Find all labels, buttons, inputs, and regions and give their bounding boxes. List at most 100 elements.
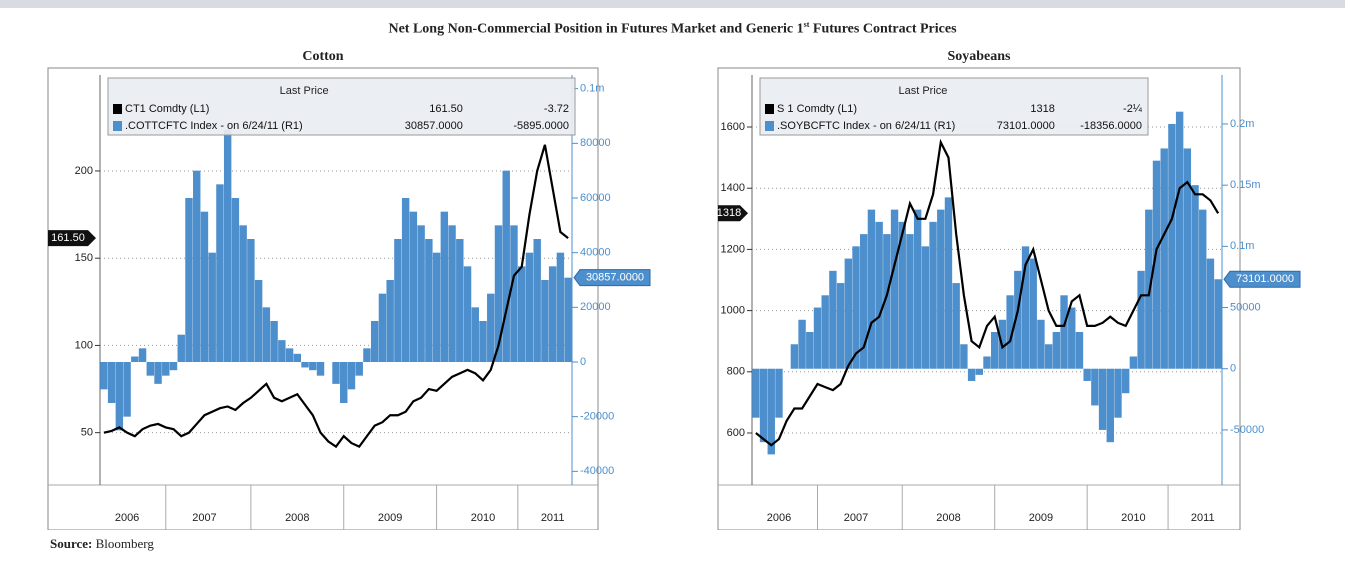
- source: Source: Bloomberg: [50, 536, 154, 552]
- x-tick-label: 2006: [767, 512, 791, 524]
- bar: [247, 239, 255, 362]
- bar: [448, 225, 456, 362]
- bar: [262, 307, 271, 362]
- last-value-tag: [718, 205, 748, 222]
- bar: [278, 340, 286, 362]
- bar: [1044, 344, 1053, 369]
- bar: [154, 362, 162, 384]
- chart-title: Cotton: [302, 49, 343, 64]
- bar: [844, 258, 853, 369]
- bar: [852, 246, 860, 369]
- legend-last: 1318: [1030, 103, 1054, 115]
- bar: [883, 234, 891, 369]
- last-value-tag-label: 1318: [717, 207, 741, 219]
- legend-name: .COTTCFTC Index - on 6/24/11 (R1): [125, 120, 303, 132]
- y2-tick-label: 0.2m: [1230, 118, 1254, 130]
- y-tick-label: 800: [727, 366, 745, 378]
- x-tick-label: 2011: [541, 512, 565, 524]
- bar: [417, 225, 425, 362]
- bar: [177, 334, 185, 362]
- bar: [860, 234, 868, 369]
- y2-tick-label: 0: [1230, 363, 1236, 375]
- bar: [1191, 185, 1199, 369]
- bar: [1106, 368, 1114, 443]
- title-sup: st: [803, 20, 810, 29]
- bar: [1183, 148, 1192, 369]
- bar: [1083, 368, 1091, 381]
- bar: [1075, 332, 1084, 369]
- y-tick-label: 600: [727, 427, 745, 439]
- bar: [370, 321, 379, 362]
- bar: [216, 184, 224, 362]
- bar: [425, 239, 433, 362]
- source-label: Source:: [50, 536, 93, 551]
- bar: [890, 209, 899, 369]
- last-value-tag: [573, 269, 651, 287]
- bar: [1152, 160, 1161, 369]
- x-tick-label: 2009: [1029, 512, 1053, 524]
- bar: [239, 225, 247, 362]
- bar: [432, 252, 441, 362]
- y2-tick-label: 0.15m: [1230, 179, 1261, 191]
- bar: [107, 362, 116, 403]
- bar: [952, 283, 960, 369]
- y-tick-label: 1200: [721, 243, 745, 255]
- bar: [1121, 368, 1130, 394]
- bar: [401, 198, 410, 362]
- y-tick-label: 150: [75, 252, 93, 264]
- line: [103, 144, 569, 449]
- bar: [564, 277, 572, 362]
- x-tick-label: 2009: [378, 512, 402, 524]
- last-value-tag-label: 30857.0000: [586, 272, 644, 284]
- bar: [790, 344, 799, 369]
- legend-swatch: [765, 104, 774, 114]
- bar: [309, 362, 317, 371]
- title-text: Futures Contract Prices: [812, 21, 957, 37]
- bar: [1037, 319, 1045, 369]
- bar: [169, 362, 178, 371]
- chart-title: Soyabeans: [947, 49, 1011, 64]
- bar: [759, 368, 768, 443]
- bar: [270, 321, 278, 362]
- bar: [1068, 307, 1076, 369]
- bar: [200, 211, 209, 362]
- bar: [456, 239, 464, 362]
- y2-tick-label: 40000: [580, 247, 611, 259]
- bar: [223, 129, 232, 362]
- bar: [1214, 279, 1222, 369]
- y2-tick-label: 0.1m: [1230, 240, 1254, 252]
- bar: [1114, 368, 1122, 418]
- bar: [944, 197, 953, 369]
- x-tick-label: 2007: [192, 512, 216, 524]
- y2-tick-label: 80000: [580, 137, 611, 149]
- bar: [960, 344, 968, 369]
- y-tick-label: 1400: [721, 182, 745, 194]
- bar: [115, 362, 124, 431]
- bar: [913, 209, 922, 369]
- legend-change: -3.72: [544, 103, 569, 115]
- bar: [208, 252, 216, 362]
- bar: [556, 252, 565, 362]
- bar: [1160, 148, 1168, 369]
- bar: [1175, 111, 1184, 369]
- page-title: Net Long Non-Commercial Position in Futu…: [0, 20, 1345, 38]
- bar: [813, 307, 822, 369]
- bar: [821, 295, 829, 369]
- bar: [767, 368, 775, 455]
- bar: [829, 270, 837, 369]
- bar: [752, 368, 760, 418]
- bar: [378, 293, 387, 362]
- bar: [1206, 258, 1215, 369]
- bar: [836, 283, 845, 369]
- bar: [937, 209, 945, 369]
- legend-last: 30857.0000: [405, 120, 463, 132]
- y2-tick-label: -20000: [580, 411, 614, 423]
- bar: [898, 221, 906, 369]
- y2-tick-label: 20000: [580, 301, 611, 313]
- bar: [967, 368, 976, 381]
- last-value-tag-label: 73101.0000: [1236, 273, 1294, 285]
- bar: [123, 362, 131, 417]
- y2-tick-label: 50000: [1230, 301, 1261, 313]
- y2-tick-label: 0.1m: [580, 83, 604, 95]
